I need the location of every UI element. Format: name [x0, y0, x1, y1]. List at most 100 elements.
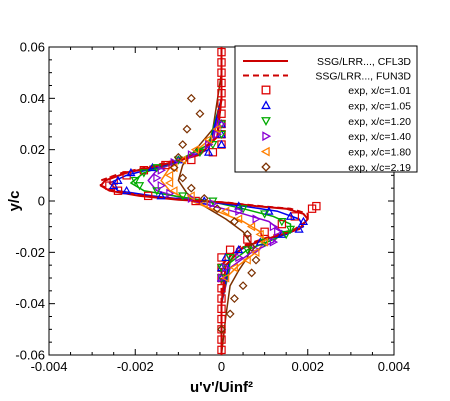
x-tick-label: -0.002 [117, 359, 154, 374]
data-point [285, 211, 296, 220]
data-point [186, 93, 196, 103]
data-point [218, 273, 227, 283]
data-point [161, 160, 170, 170]
data-point [105, 181, 114, 190]
data-point [195, 109, 205, 119]
data-point [281, 230, 291, 240]
data-point [246, 222, 256, 232]
data-point [157, 165, 166, 175]
data-point [205, 139, 214, 150]
data-point [269, 237, 279, 247]
data-point [139, 169, 149, 178]
legend-label: SSG/LRR..., FUN3D [315, 71, 411, 83]
x-axis-title: u'v'/Uinf² [190, 379, 253, 396]
data-point [285, 225, 296, 235]
data-point [187, 150, 197, 160]
data-point [177, 155, 187, 165]
data-point [212, 124, 221, 134]
data-point [298, 216, 309, 226]
data-point [251, 255, 261, 265]
x-tick-label: 0 [218, 359, 225, 374]
data-point [229, 263, 238, 273]
data-point [220, 206, 230, 216]
data-point [233, 214, 243, 224]
data-point [113, 186, 123, 195]
data-point [238, 281, 248, 291]
y-tick-label: -0.02 [15, 245, 45, 260]
experiment-markers [105, 47, 321, 355]
data-point [190, 145, 200, 155]
data-point [217, 304, 226, 314]
data-point [225, 253, 235, 263]
data-point [203, 134, 213, 145]
data-point [294, 224, 304, 233]
data-point [178, 140, 188, 149]
data-point [134, 182, 145, 191]
data-point [252, 214, 261, 224]
data-point [157, 180, 166, 191]
data-point [122, 185, 132, 195]
legend-marker [260, 146, 270, 157]
data-point [225, 309, 235, 319]
data-point [187, 193, 197, 204]
data-point [209, 198, 218, 209]
data-point [218, 119, 227, 129]
data-point [277, 219, 287, 229]
data-point [208, 197, 218, 206]
legend-marker [261, 100, 271, 110]
legend-label: exp, x/c=1.80 [348, 147, 411, 159]
data-point [259, 237, 269, 247]
data-point [217, 47, 226, 57]
data-point [169, 186, 178, 196]
y-tick-label: 0.04 [20, 91, 45, 106]
data-point [242, 246, 252, 255]
data-point [217, 345, 226, 355]
legend: SSG/LRR..., CFL3D SSG/LRR..., FUN3D exp, x… [234, 45, 418, 174]
data-point [217, 284, 226, 293]
y-axis-title: y/c [6, 191, 23, 212]
data-point [203, 147, 214, 156]
data-point [178, 173, 188, 183]
legend-label: exp, x/c=1.20 [348, 116, 411, 128]
data-point [229, 294, 239, 303]
data-point [212, 204, 222, 214]
data-point [242, 229, 252, 239]
data-point [109, 176, 118, 185]
data-point [217, 88, 226, 98]
data-point [153, 173, 162, 183]
legend-label: exp, x/c=1.01 [348, 85, 411, 97]
data-point [143, 191, 153, 201]
data-point [164, 170, 174, 180]
data-point [213, 129, 223, 139]
data-point [243, 235, 252, 244]
y-tick-label: -0.06 [15, 348, 45, 363]
data-point [130, 176, 140, 186]
data-point [222, 263, 231, 273]
data-point [109, 180, 119, 190]
data-point [178, 192, 188, 201]
data-point [217, 314, 226, 324]
data-point [225, 245, 235, 254]
y-tick-label: -0.04 [15, 296, 45, 311]
data-point [216, 139, 227, 149]
data-point [217, 335, 226, 344]
legend-label: exp, x/c=2.19 [348, 162, 411, 174]
data-point [186, 183, 196, 193]
data-point [277, 218, 287, 227]
data-point [234, 244, 244, 254]
data-point [217, 58, 226, 67]
data-point [247, 268, 257, 278]
data-point [217, 109, 226, 118]
axes: -0.004 -0.002 0 0.002 0.004 -0.06 -0.04 -0.02 0 0… [15, 40, 410, 375]
y-tick-label: 0.06 [20, 40, 45, 55]
data-point [217, 253, 226, 262]
data-point [173, 152, 183, 162]
data-point [217, 68, 226, 77]
data-point [169, 163, 179, 173]
data-point [312, 201, 321, 211]
data-point [235, 206, 244, 216]
legend-label: SSG/LRR..., CFL3D [317, 56, 411, 68]
data-point [217, 99, 226, 108]
data-point [126, 167, 136, 177]
